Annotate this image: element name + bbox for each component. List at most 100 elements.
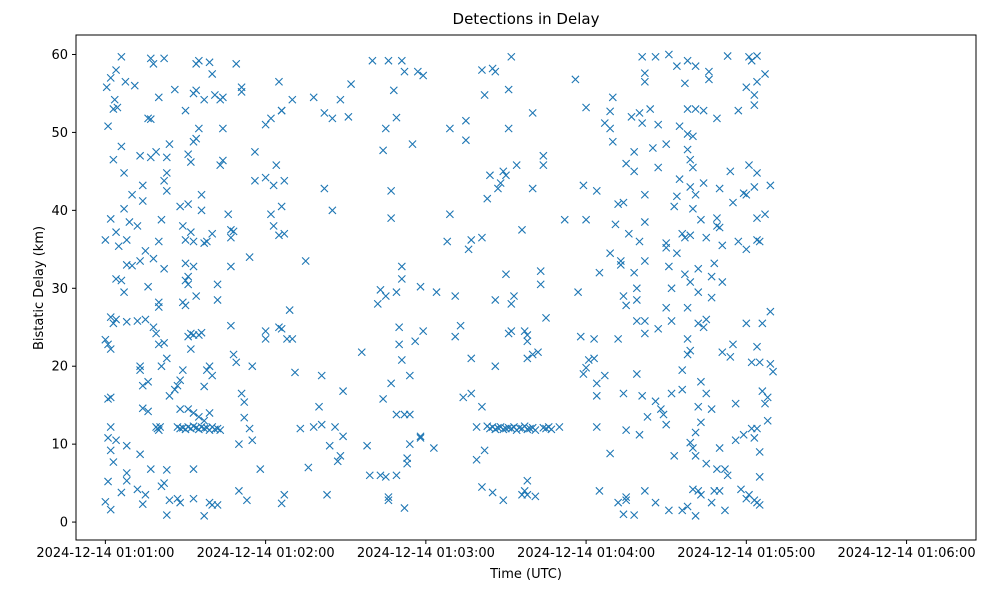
data-point xyxy=(205,58,214,67)
data-point xyxy=(216,95,225,104)
data-point xyxy=(718,348,727,357)
data-point xyxy=(496,179,505,188)
data-point xyxy=(213,500,222,509)
data-point xyxy=(691,451,700,460)
data-point xyxy=(694,319,703,328)
data-point xyxy=(149,323,158,332)
data-point xyxy=(611,220,620,229)
data-point xyxy=(726,352,735,361)
data-point xyxy=(133,317,142,325)
data-point xyxy=(117,52,126,61)
data-point xyxy=(651,52,660,61)
data-point xyxy=(635,108,644,117)
data-point xyxy=(531,492,540,501)
data-point xyxy=(480,91,489,99)
data-point xyxy=(138,197,147,205)
data-point xyxy=(523,331,532,340)
data-point xyxy=(763,416,772,425)
data-point xyxy=(117,276,126,285)
data-point xyxy=(376,285,385,294)
data-point xyxy=(154,237,163,246)
data-point xyxy=(536,280,545,289)
data-point xyxy=(539,151,548,160)
data-point xyxy=(152,329,161,338)
data-point xyxy=(654,163,663,172)
data-point xyxy=(146,153,155,162)
data-point xyxy=(387,186,396,195)
data-point xyxy=(755,237,764,246)
data-point xyxy=(226,321,235,330)
data-point xyxy=(138,381,147,390)
data-point xyxy=(189,262,198,271)
data-point xyxy=(162,354,171,363)
data-point xyxy=(122,468,131,477)
data-point xyxy=(379,146,388,155)
data-point xyxy=(357,348,366,357)
data-point xyxy=(192,292,201,301)
data-point xyxy=(472,455,481,464)
data-point xyxy=(106,446,115,455)
data-point xyxy=(109,319,118,328)
data-point xyxy=(160,54,169,63)
data-point xyxy=(309,423,318,431)
y-tick-label: 30 xyxy=(51,282,68,297)
data-point xyxy=(493,184,502,193)
data-point xyxy=(149,254,158,263)
data-point xyxy=(616,257,625,265)
y-tick-label: 20 xyxy=(51,360,68,375)
data-point xyxy=(523,425,532,434)
data-point xyxy=(256,465,265,474)
data-point xyxy=(261,173,270,182)
data-point xyxy=(670,451,679,460)
data-point xyxy=(381,124,390,133)
data-point xyxy=(365,471,374,480)
data-point xyxy=(640,69,649,78)
data-point xyxy=(176,376,185,385)
data-point xyxy=(245,424,254,433)
data-point xyxy=(400,504,409,513)
data-point xyxy=(205,408,214,417)
data-point xyxy=(112,274,121,283)
data-point xyxy=(472,423,481,431)
data-point xyxy=(165,496,174,505)
data-point xyxy=(539,161,548,170)
data-point xyxy=(480,446,489,455)
data-point xyxy=(638,119,647,128)
data-point xyxy=(189,237,198,246)
data-point xyxy=(296,424,305,433)
x-tick-label: 2024-12-14 01:03:00 xyxy=(357,546,495,561)
data-point xyxy=(667,284,676,293)
data-point xyxy=(520,486,529,495)
data-point xyxy=(138,404,147,413)
data-point xyxy=(208,229,217,238)
data-point xyxy=(274,77,283,86)
data-point xyxy=(614,200,623,209)
data-point xyxy=(445,124,454,133)
data-point xyxy=(200,511,209,520)
data-point xyxy=(114,242,123,251)
data-point xyxy=(125,218,134,227)
data-point xyxy=(464,245,473,254)
data-point xyxy=(194,124,203,133)
data-point xyxy=(213,295,222,304)
data-point xyxy=(109,458,118,467)
data-point xyxy=(149,59,158,68)
data-point xyxy=(461,116,470,125)
data-point xyxy=(592,423,601,431)
data-point xyxy=(707,405,716,414)
data-point xyxy=(694,402,703,411)
data-point xyxy=(750,433,759,442)
data-point xyxy=(280,176,289,185)
data-point xyxy=(160,264,169,273)
data-point xyxy=(523,490,532,499)
data-point xyxy=(392,113,401,122)
data-point xyxy=(672,192,681,201)
data-point xyxy=(234,486,243,495)
data-point xyxy=(720,465,729,474)
data-point xyxy=(218,124,227,133)
data-point xyxy=(146,54,155,63)
data-point xyxy=(675,175,684,184)
data-points xyxy=(101,50,778,520)
data-point xyxy=(536,267,545,276)
data-point xyxy=(248,362,257,371)
